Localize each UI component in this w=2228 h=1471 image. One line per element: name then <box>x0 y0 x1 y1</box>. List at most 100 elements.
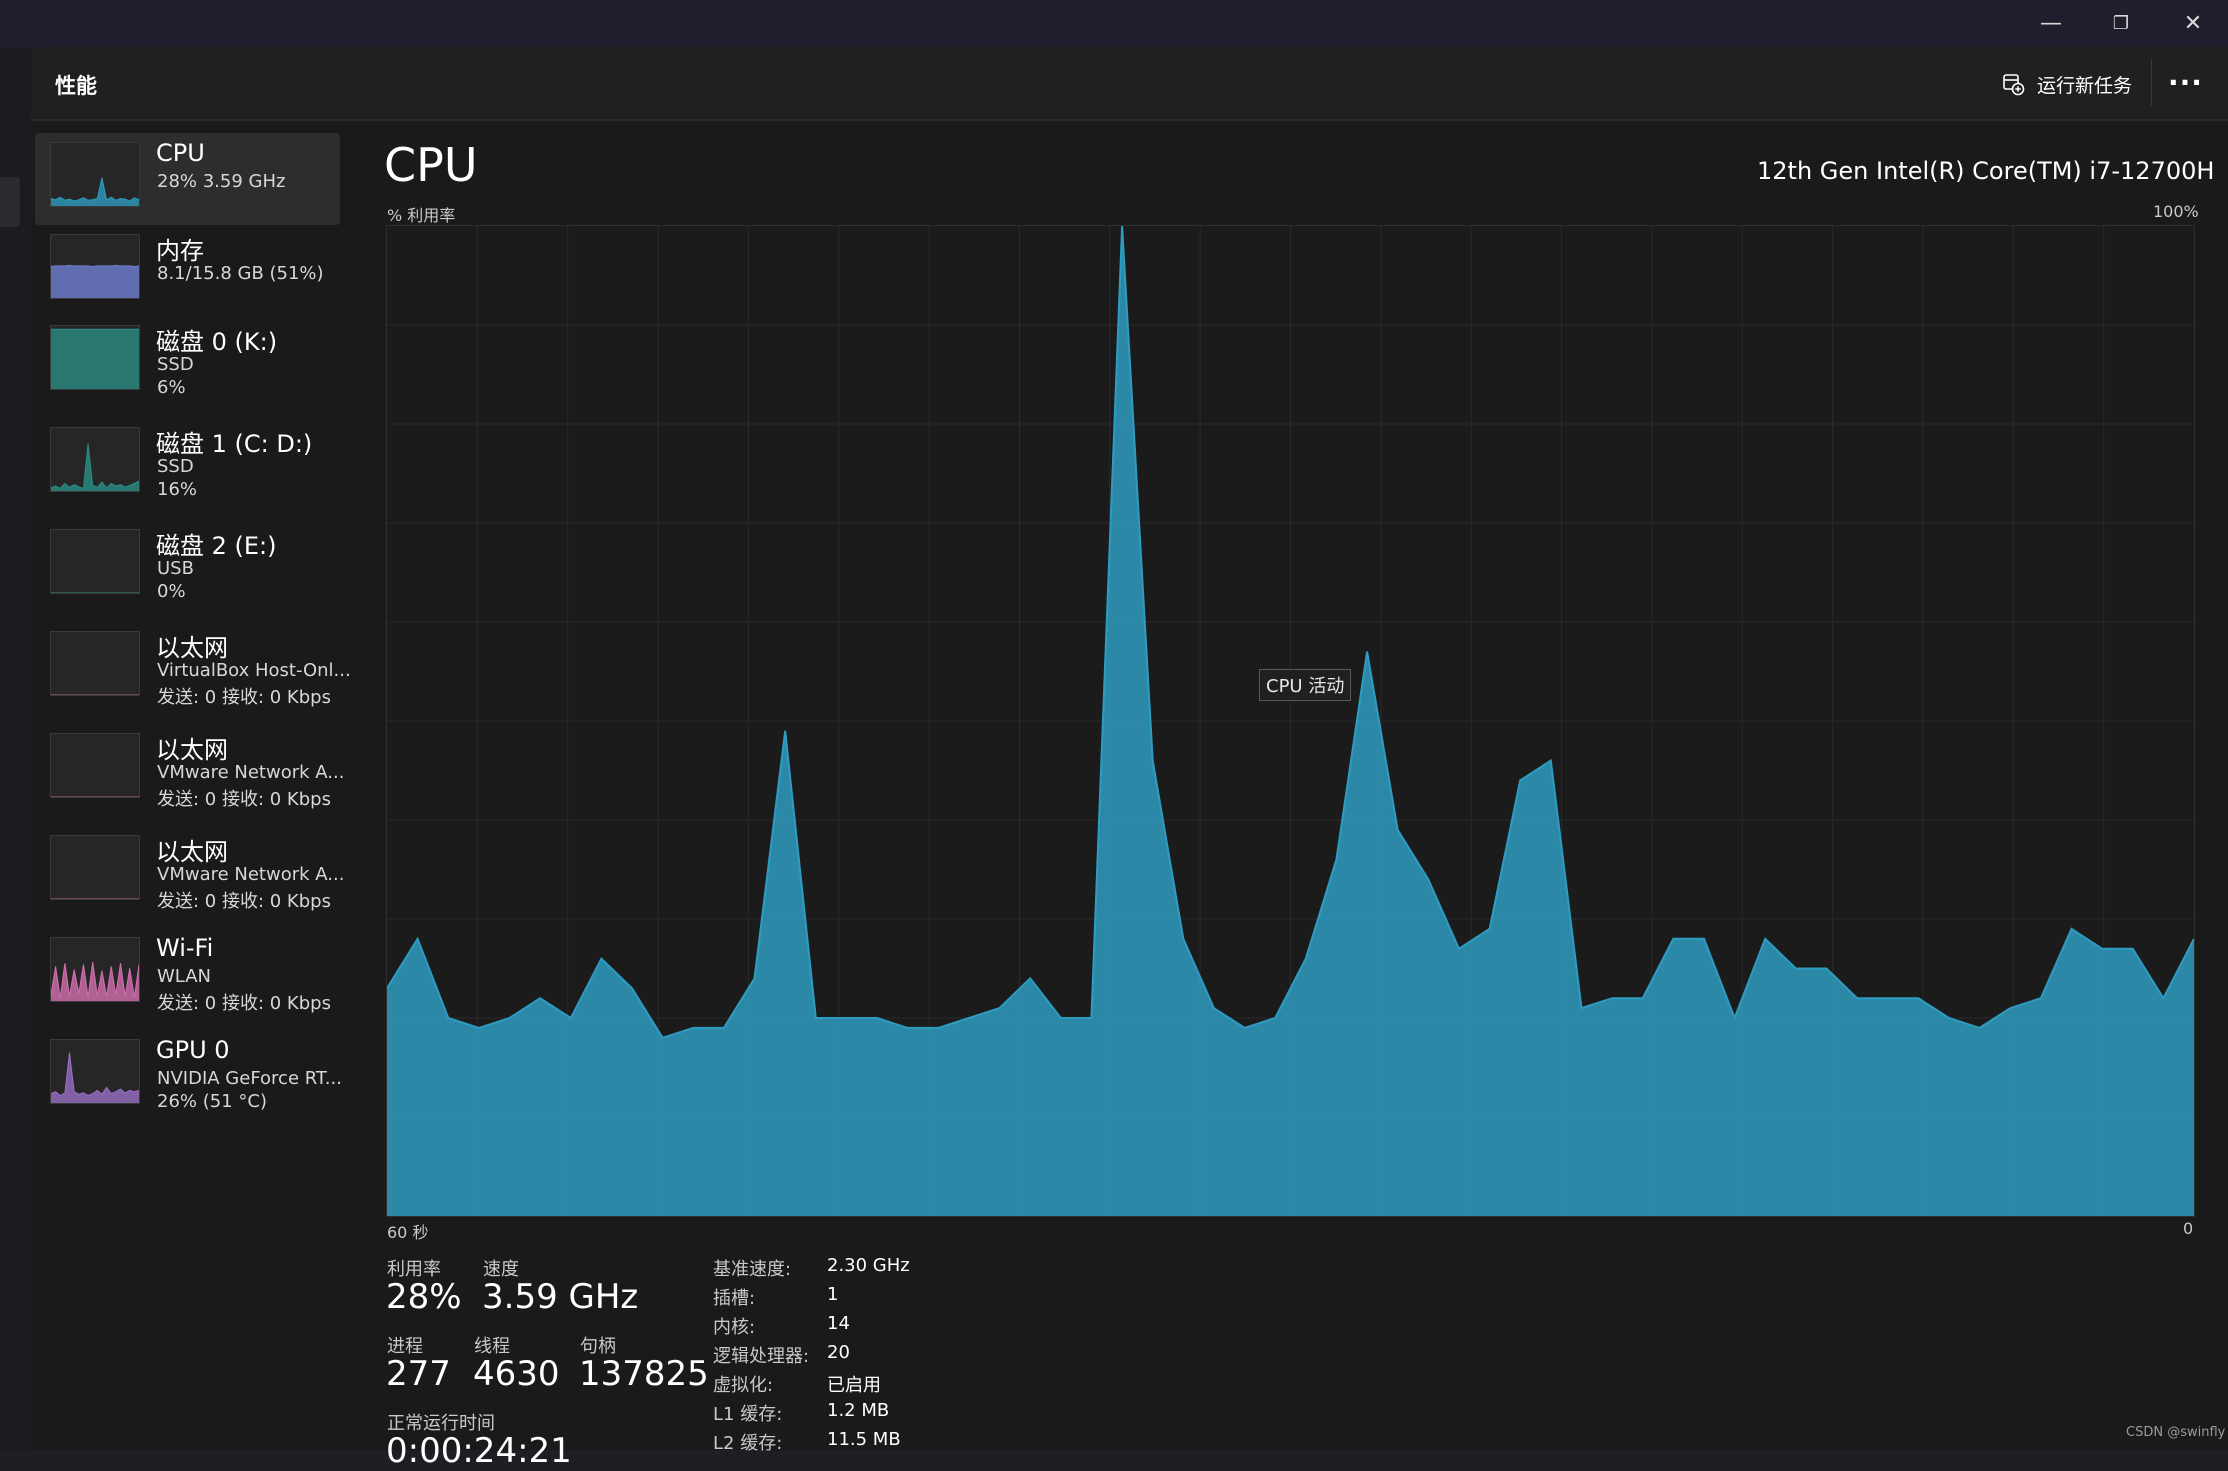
disk-thumbnail-graph <box>50 529 140 594</box>
speed-label: 速度 <box>483 1259 519 1280</box>
sparkline-line <box>51 177 139 202</box>
run-task-icon <box>2003 74 2025 96</box>
sidebar-item-title: CPU <box>156 139 205 167</box>
sidebar-item-disk-0[interactable]: 磁盘 0 (K:) SSD 6% <box>35 316 340 408</box>
sidebar-item-memory[interactable]: 内存 8.1/15.8 GB (51%) <box>35 225 340 317</box>
processes-label: 进程 <box>387 1336 423 1357</box>
sidebar-item-title: 磁盘 1 (C: D:) <box>156 430 313 458</box>
sidebar-item-ethernet-3[interactable]: 以太网 VMware Network A... 发送: 0 接收: 0 Kbps <box>35 826 344 918</box>
spec-sockets-label: 插槽: <box>713 1288 756 1309</box>
sidebar-item-wifi[interactable]: Wi-Fi WLAN 发送: 0 接收: 0 Kbps <box>35 928 340 1020</box>
sidebar-item-title: 磁盘 2 (E:) <box>156 532 277 560</box>
sidebar-item-value: 26% (51 °C) <box>157 1091 267 1112</box>
cpu-usage-area <box>387 226 2194 1216</box>
nav-rail-selected-indicator[interactable] <box>0 177 20 227</box>
cpu-usage-line <box>386 225 2195 1039</box>
sidebar-item-detail: SSD <box>157 456 194 477</box>
spec-l2-cache-label: L2 缓存: <box>713 1433 783 1454</box>
cpu-thumbnail-graph <box>50 142 140 207</box>
sidebar-item-title: 以太网 <box>156 838 228 866</box>
spec-logical-processors-value: 20 <box>827 1342 850 1363</box>
ethernet-thumbnail-graph <box>50 835 140 900</box>
sidebar-item-detail: 8.1/15.8 GB (51%) <box>157 263 324 284</box>
wifi-thumbnail-graph <box>50 937 140 1002</box>
spec-virtualization-value: 已启用 <box>827 1375 881 1396</box>
sidebar-item-detail: 28% 3.59 GHz <box>157 171 286 192</box>
sparkline-line <box>51 961 139 998</box>
graph-tooltip: CPU 活动 <box>1259 669 1352 701</box>
cpu-model-name: 12th Gen Intel(R) Core(TM) i7-12700H <box>1757 157 2215 185</box>
sidebar-item-detail: USB <box>157 558 194 579</box>
sparkline-area <box>51 329 139 389</box>
spec-sockets-value: 1 <box>827 1284 839 1305</box>
cpu-usage-chart <box>386 225 2195 1216</box>
sidebar-item-value: 6% <box>157 377 186 398</box>
restore-button[interactable]: ❐ <box>2112 13 2130 34</box>
utilization-label: 利用率 <box>387 1259 441 1280</box>
sidebar-item-detail: NVIDIA GeForce RT... <box>157 1068 342 1089</box>
page-header <box>31 47 2228 121</box>
more-options-button[interactable]: ··· <box>2168 66 2203 99</box>
sidebar-item-detail: VMware Network A... <box>157 864 345 885</box>
sidebar-item-gpu[interactable]: GPU 0 NVIDIA GeForce RT... 26% (51 °C) <box>35 1030 342 1122</box>
sidebar-item-title: 以太网 <box>156 634 228 662</box>
spec-base-speed-label: 基准速度: <box>713 1259 792 1280</box>
sidebar-item-cpu[interactable]: CPU 28% 3.59 GHz <box>35 133 340 225</box>
sidebar-item-disk-2[interactable]: 磁盘 2 (E:) USB 0% <box>35 520 340 612</box>
sparkline-area <box>51 177 139 206</box>
uptime-value: 0:00:24:21 <box>386 1431 572 1471</box>
handles-label: 句柄 <box>580 1336 616 1357</box>
main-title: CPU <box>384 138 478 192</box>
sparkline-area <box>51 265 139 298</box>
sparkline-area <box>51 1052 139 1103</box>
sidebar-item-value: 发送: 0 接收: 0 Kbps <box>157 993 331 1014</box>
header-divider <box>2151 60 2152 106</box>
graph-y-label: % 利用率 <box>387 206 456 225</box>
sidebar-item-ethernet-1[interactable]: 以太网 VirtualBox Host-Onl... 发送: 0 接收: 0 K… <box>35 622 351 714</box>
spec-logical-processors-label: 逻辑处理器: <box>713 1346 810 1367</box>
sidebar-item-ethernet-2[interactable]: 以太网 VMware Network A... 发送: 0 接收: 0 Kbps <box>35 724 344 816</box>
processes-value: 277 <box>386 1354 451 1394</box>
spec-cores-label: 内核: <box>713 1317 756 1338</box>
title-bar <box>0 0 2228 47</box>
sparkline-line <box>51 264 139 267</box>
graph-x-start-label: 60 秒 <box>387 1223 429 1242</box>
graph-x-end-label: 0 <box>2183 1219 2194 1238</box>
run-new-task-button[interactable]: 运行新任务 <box>2001 67 2132 101</box>
sidebar-item-value: 发送: 0 接收: 0 Kbps <box>157 891 331 912</box>
speed-value: 3.59 GHz <box>482 1277 639 1317</box>
sidebar-item-title: 以太网 <box>156 736 228 764</box>
sidebar-item-detail: VirtualBox Host-Onl... <box>157 660 351 681</box>
disk-thumbnail-graph <box>50 325 140 390</box>
sidebar-item-title: Wi-Fi <box>156 934 214 962</box>
spec-l1-cache-label: L1 缓存: <box>713 1404 783 1425</box>
spec-base-speed-value: 2.30 GHz <box>827 1255 910 1276</box>
utilization-value: 28% <box>386 1277 462 1317</box>
ethernet-thumbnail-graph <box>50 733 140 798</box>
minimize-button[interactable]: — <box>2040 11 2062 36</box>
sidebar-item-value: 发送: 0 接收: 0 Kbps <box>157 789 331 810</box>
cpu-usage-graph <box>386 225 2195 1217</box>
sparkline-line <box>51 1052 139 1097</box>
spec-virtualization-label: 虚拟化: <box>713 1375 774 1396</box>
gpu-thumbnail-graph <box>50 1039 140 1104</box>
threads-value: 4630 <box>473 1354 560 1394</box>
disk-thumbnail-graph <box>50 427 140 492</box>
sidebar-item-title: GPU 0 <box>156 1036 230 1064</box>
nav-rail <box>0 47 31 1450</box>
close-button[interactable]: ✕ <box>2183 11 2203 36</box>
sidebar-item-title: 磁盘 0 (K:) <box>156 328 278 356</box>
sidebar-item-value: 发送: 0 接收: 0 Kbps <box>157 687 331 708</box>
watermark: CSDN @swinfly <box>2126 1425 2226 1440</box>
sidebar-item-detail: WLAN <box>157 966 212 987</box>
sidebar-item-value: 16% <box>157 479 198 500</box>
sparkline-line <box>51 443 139 490</box>
spec-cores-value: 14 <box>827 1313 850 1334</box>
threads-label: 线程 <box>474 1336 510 1357</box>
sidebar-item-value: 0% <box>157 581 186 602</box>
sidebar-item-detail: SSD <box>157 354 194 375</box>
spec-l1-cache-value: 1.2 MB <box>827 1400 890 1421</box>
sidebar-item-disk-1[interactable]: 磁盘 1 (C: D:) SSD 16% <box>35 418 340 510</box>
sparkline-area <box>51 443 139 491</box>
uptime-label: 正常运行时间 <box>387 1413 495 1434</box>
